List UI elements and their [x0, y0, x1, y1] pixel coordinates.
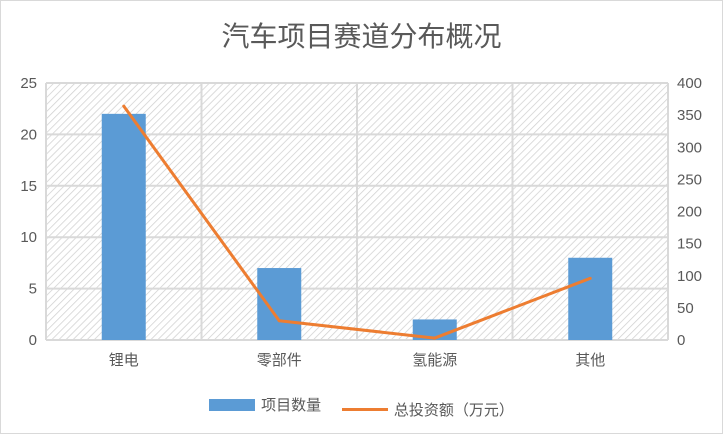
- x-tick-label: 锂电: [109, 351, 139, 369]
- legend-item-line: 总投资额（万元）: [341, 399, 514, 420]
- legend-item-bar: 项目数量: [209, 394, 321, 415]
- y-right-tick-label: 200: [677, 204, 702, 221]
- y-left-tick-label: 10: [20, 229, 37, 246]
- y-left-tick-label: 5: [29, 281, 37, 298]
- line-point: [588, 276, 592, 280]
- y-right-tick-label: 100: [677, 268, 702, 285]
- y-right-tick-label: 300: [677, 139, 702, 156]
- y-right-tick-label: 350: [677, 107, 702, 124]
- legend-label: 项目数量: [261, 396, 322, 414]
- legend-swatch-bar: [209, 398, 256, 411]
- bar: [568, 257, 613, 340]
- line-point: [277, 319, 281, 323]
- bar: [101, 113, 146, 340]
- x-tick-label: 氢能源: [412, 351, 457, 369]
- y-left-tick-label: 20: [20, 126, 37, 143]
- y-right-tick-label: 0: [677, 332, 685, 349]
- y-left-tick-label: 15: [20, 178, 37, 195]
- x-tick-label: 其他: [575, 351, 605, 369]
- x-tick-label: 零部件: [257, 351, 302, 369]
- chart-title: 汽车项目赛道分布概况: [221, 20, 502, 53]
- y-left-tick-label: 25: [20, 75, 37, 92]
- y-right-tick-label: 50: [677, 300, 694, 317]
- bar: [257, 268, 302, 340]
- y-left-tick-label: 0: [29, 332, 37, 349]
- y-right-tick-label: 250: [677, 171, 702, 188]
- y-right-tick-label: 150: [677, 236, 702, 253]
- legend: 项目数量 总投资额（万元）: [1, 394, 722, 420]
- y-right-tick-label: 400: [677, 75, 702, 92]
- legend-label: 总投资额（万元）: [393, 400, 514, 419]
- line-point: [122, 104, 126, 108]
- line-series: [122, 105, 591, 340]
- legend-swatch-line: [341, 407, 388, 411]
- line-point: [433, 336, 437, 340]
